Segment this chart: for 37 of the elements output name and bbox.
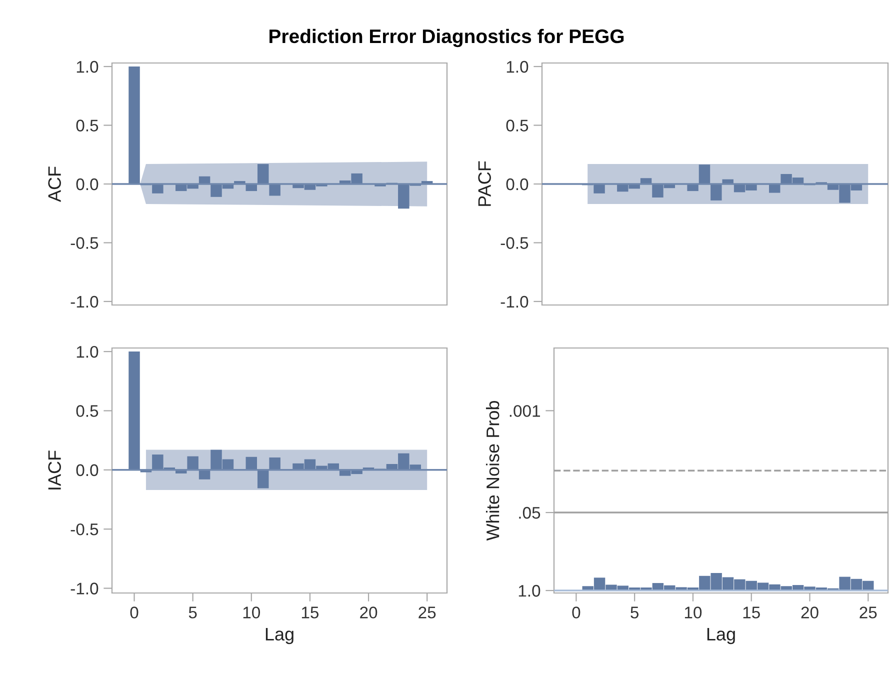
x-tick-label: 5 [188,606,197,618]
y-axis-title: PACF [478,161,491,206]
y-tick-label: -1.0 [70,296,98,308]
y-tick-label: 1.0 [76,346,98,358]
y-tick-label: 1.0 [76,60,98,73]
y-tick-label: -0.5 [500,237,528,249]
y-tick-label: 0.5 [76,120,98,132]
y-axis-title: White Noise Prob [486,401,500,541]
y-axis-title: IACF [48,450,61,490]
y-tick-label: 1.0 [518,584,540,597]
x-tick-label: 25 [860,606,877,618]
x-tick-label: 0 [130,606,138,618]
y-tick-label: 1.0 [506,60,528,73]
y-tick-label: -0.5 [70,237,98,249]
x-tick-label: 0 [572,606,580,618]
x-axis-title: Lag [707,628,735,644]
x-tick-label: 10 [243,606,260,618]
y-tick-label: 0.5 [506,120,528,132]
chart-title: Prediction Error Diagnostics for PEGG [270,28,624,48]
y-tick-label: .05 [519,506,540,519]
x-tick-label: 20 [360,606,378,618]
x-tick-label: 20 [801,606,818,618]
x-axis-title: Lag [266,628,294,644]
x-tick-label: 10 [684,606,702,618]
y-tick-label: -1.0 [500,296,528,308]
x-tick-label: 25 [418,606,436,618]
x-tick-label: 15 [302,606,319,618]
x-tick-label: 15 [743,606,760,618]
y-tick-label: -1.0 [70,582,98,594]
y-tick-label: 0.0 [76,464,98,476]
y-tick-label: 0.0 [76,178,98,190]
y-tick-label: .001 [510,405,540,417]
y-tick-label: -0.5 [70,523,98,536]
x-tick-label: 5 [630,606,639,618]
y-axis-title: ACF [48,166,61,202]
y-tick-label: 0.0 [506,178,528,190]
y-tick-label: 0.5 [76,405,98,417]
